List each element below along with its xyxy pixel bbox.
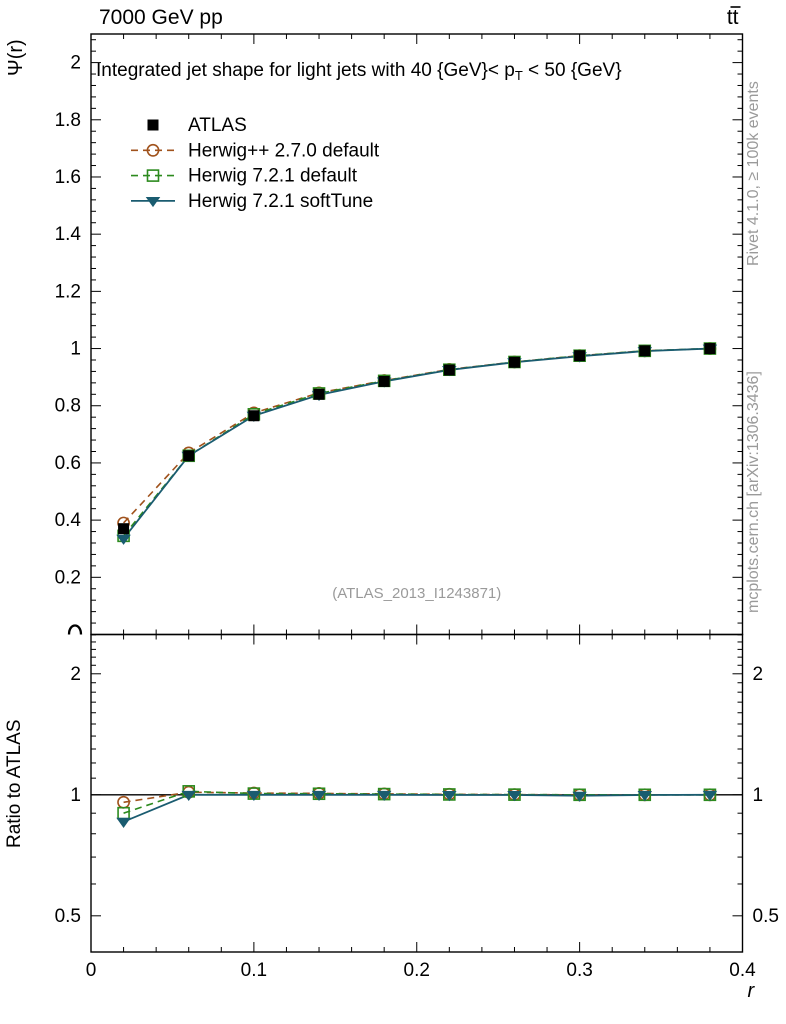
- svg-text:Integrated jet shape for light: Integrated jet shape for light jets with…: [96, 60, 622, 83]
- svg-text:0: 0: [86, 960, 97, 981]
- svg-text:Herwig++ 2.7.0 default: Herwig++ 2.7.0 default: [188, 140, 380, 161]
- svg-text:1: 1: [70, 785, 81, 806]
- svg-text:1.2: 1.2: [55, 281, 81, 302]
- svg-text:1.6: 1.6: [55, 167, 81, 188]
- svg-text:0.6: 0.6: [55, 453, 81, 474]
- svg-text:0.8: 0.8: [55, 396, 81, 417]
- svg-text:0.4: 0.4: [55, 510, 82, 531]
- svg-text:tt: tt: [727, 6, 739, 29]
- svg-text:1.4: 1.4: [55, 224, 82, 245]
- svg-text:2: 2: [70, 53, 81, 74]
- svg-text:0.1: 0.1: [241, 960, 267, 981]
- svg-text:0.2: 0.2: [404, 960, 430, 981]
- svg-text:1.8: 1.8: [55, 110, 81, 131]
- svg-text:Herwig 7.2.1 default: Herwig 7.2.1 default: [188, 166, 358, 187]
- svg-text:0.5: 0.5: [55, 906, 81, 927]
- svg-text:Ratio to ATLAS: Ratio to ATLAS: [4, 720, 25, 849]
- svg-text:Ψ(r): Ψ(r): [5, 39, 27, 76]
- svg-text:1: 1: [753, 785, 764, 806]
- svg-text:(ATLAS_2013_I1243871): (ATLAS_2013_I1243871): [332, 585, 501, 602]
- svg-text:7000 GeV pp: 7000 GeV pp: [99, 6, 223, 29]
- svg-text:2: 2: [70, 664, 81, 685]
- svg-text:Rivet 4.1.0, ≥ 100k events: Rivet 4.1.0, ≥ 100k events: [745, 81, 762, 266]
- svg-text:ATLAS: ATLAS: [188, 115, 247, 136]
- svg-text:2: 2: [753, 664, 764, 685]
- svg-text:Herwig 7.2.1 softTune: Herwig 7.2.1 softTune: [188, 191, 373, 212]
- svg-text:0.4: 0.4: [729, 960, 756, 981]
- svg-text:0.2: 0.2: [55, 567, 81, 588]
- svg-text:0.5: 0.5: [753, 906, 779, 927]
- svg-text:1: 1: [70, 339, 81, 360]
- svg-text:mcplots.cern.ch [arXiv:1306.34: mcplots.cern.ch [arXiv:1306.3436]: [745, 371, 762, 613]
- svg-text:0.3: 0.3: [566, 960, 592, 981]
